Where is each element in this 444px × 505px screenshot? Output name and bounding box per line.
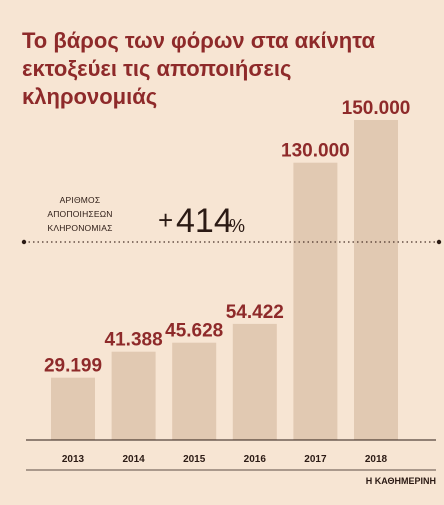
value-label-2016: 54.422 [226,302,284,323]
bar-2018 [354,120,398,440]
value-label-2014: 41.388 [105,330,163,351]
x-tick-label-2018: 2018 [365,454,388,465]
credit-text: Η ΚΑΘΗΜΕΡΙΝΗ [366,476,436,486]
x-tick-label-2015: 2015 [183,454,206,465]
bar-2015 [172,342,217,440]
bar-2017 [293,162,338,440]
change-unit: % [229,216,245,236]
x-tick-label-2014: 2014 [122,454,145,465]
bar-2016 [232,323,277,440]
value-label-2015: 45.628 [165,321,223,342]
change-value: 414 [176,202,233,240]
chart-title-line-3: κληρονομιάς [22,84,157,109]
annotation-label-line-1: ΑΡΙΘΜΟΣ [60,195,101,205]
value-label-2018: 150.000 [342,98,411,119]
value-label-2013: 29.199 [44,356,102,377]
reference-line-end-dot [436,239,442,245]
bar-2014 [111,351,156,440]
x-tick-label-2013: 2013 [62,454,85,465]
chart-title-line-2: εκτοξεύει τις αποποιήσεις [22,56,291,81]
change-sign: + [158,205,173,235]
value-label-2017: 130.000 [281,141,350,162]
annotation-label-line-3: ΚΛΗΡΟΝΟΜΙΑΣ [47,223,112,233]
reference-line-start-dot [21,239,27,245]
x-tick-label-2017: 2017 [304,454,327,465]
x-tick-label-2016: 2016 [244,454,267,465]
bar-2013 [51,377,95,440]
bars-group: 29.199 2013 41.388 2014 45.628 2015 54.422 2016… [44,98,410,465]
chart-title-line-1: Το βάρος των φόρων στα ακίνητα [22,28,375,53]
annotation-label-line-2: ΑΠΟΠΟΙΗΣΕΩΝ [47,209,112,219]
